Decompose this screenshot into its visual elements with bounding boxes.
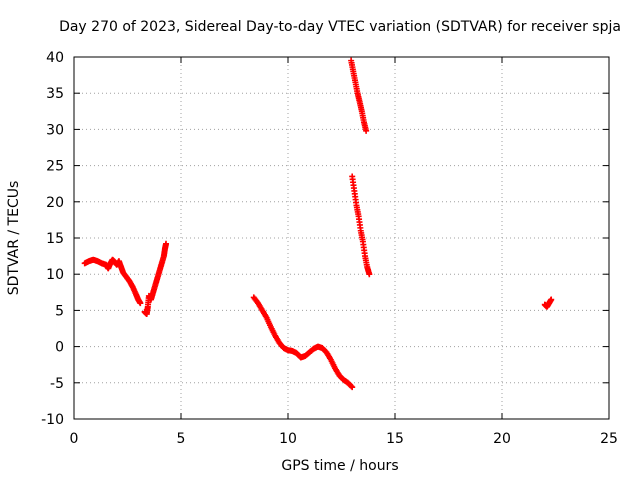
x-tick-label: 20 [493, 431, 511, 447]
y-tick-label: 10 [46, 267, 64, 283]
y-tick-label: 30 [46, 122, 64, 138]
x-tick-label: 5 [177, 431, 186, 447]
data-segment-1 [81, 256, 144, 307]
grid-lines [74, 57, 609, 419]
x-tick-label: 0 [70, 431, 79, 447]
x-tick-label: 10 [279, 431, 297, 447]
plot-area-frame [73, 56, 610, 420]
data-point [349, 384, 356, 391]
data-point [137, 300, 144, 307]
y-tick-label: 40 [46, 50, 64, 66]
y-tick-label: 20 [46, 195, 64, 211]
data-segment-2 [141, 240, 170, 318]
y-tick-label: -5 [50, 376, 64, 392]
y-tick-label: 35 [46, 86, 64, 102]
y-tick-labels: -10 -5 0 5 10 15 20 25 30 35 40 [41, 50, 64, 428]
data-segment-5 [348, 57, 370, 134]
y-tick-label: 5 [55, 303, 64, 319]
x-tick-label: 25 [600, 431, 618, 447]
data-segment-3 [250, 294, 356, 391]
data-point [348, 383, 355, 390]
x-tick-label: 15 [386, 431, 404, 447]
data-segment-4 [349, 173, 373, 278]
y-tick-label: 0 [55, 340, 64, 356]
data-point [363, 127, 370, 134]
data-points [81, 57, 555, 391]
y-tick-label: -10 [41, 412, 64, 428]
y-axis-label: SDTVAR / TECUs [6, 181, 22, 296]
data-segment-6 [541, 296, 555, 310]
y-tick-label: 15 [46, 231, 64, 247]
x-tick-labels: 0 5 10 15 20 25 [70, 431, 618, 447]
data-point [163, 240, 170, 247]
x-axis-label: GPS time / hours [281, 458, 398, 474]
chart-title: Day 270 of 2023, Sidereal Day-to-day VTE… [59, 19, 621, 35]
data-point [366, 271, 373, 278]
data-point [548, 296, 555, 303]
y-tick-label: 25 [46, 159, 64, 175]
